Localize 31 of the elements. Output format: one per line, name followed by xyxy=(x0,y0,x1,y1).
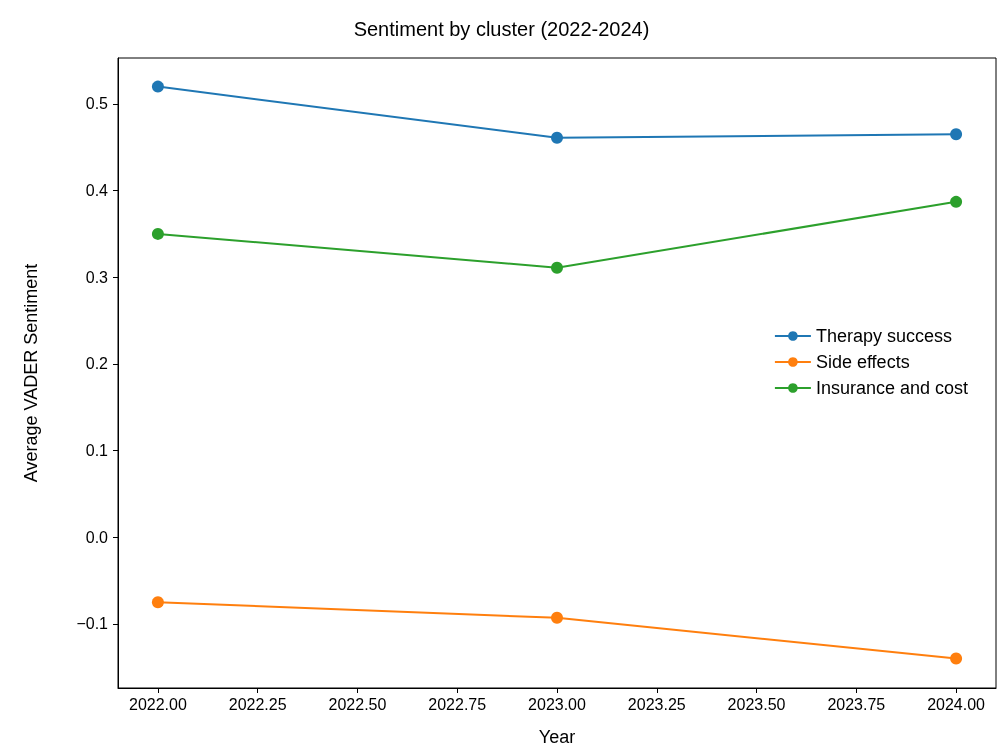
x-tick-label: 2023.50 xyxy=(727,695,786,713)
x-axis-title: Year xyxy=(538,727,576,747)
point xyxy=(950,195,963,208)
x-tick-label: 2023.25 xyxy=(627,695,686,713)
point xyxy=(551,131,563,144)
legend-label: Side effects xyxy=(815,352,910,372)
y-tick-label: −0.1 xyxy=(76,615,109,633)
point xyxy=(950,128,963,141)
x-tick-label: 2023.75 xyxy=(827,695,886,713)
y-tick-label: 0.5 xyxy=(85,95,109,113)
y-axis-title: Average VADER Sentiment xyxy=(21,263,41,483)
point xyxy=(551,611,563,624)
point xyxy=(151,596,164,609)
y-tick-label: 0.2 xyxy=(85,355,109,373)
y-tick-label: 0.0 xyxy=(85,528,109,546)
y-tick-label: 0.4 xyxy=(85,182,109,200)
point xyxy=(950,652,963,665)
point xyxy=(151,227,164,240)
legend-label: Therapy success xyxy=(815,326,952,346)
x-tick-label: 2022.75 xyxy=(428,695,487,713)
y-tick-label: 0.3 xyxy=(85,268,109,286)
x-tick-label: 2022.25 xyxy=(228,695,287,713)
x-tick-label: 2022.50 xyxy=(328,695,387,713)
chart-title: Sentiment by cluster (2022-2024) xyxy=(353,18,650,40)
y-tick-label: 0.1 xyxy=(85,442,109,460)
point xyxy=(151,80,164,93)
x-tick-label: 2024.00 xyxy=(927,695,986,713)
point xyxy=(551,261,563,274)
legend-label: Insurance and cost xyxy=(815,378,969,398)
x-tick-label: 2022.00 xyxy=(128,695,187,713)
x-tick-label: 2023.00 xyxy=(528,695,587,713)
